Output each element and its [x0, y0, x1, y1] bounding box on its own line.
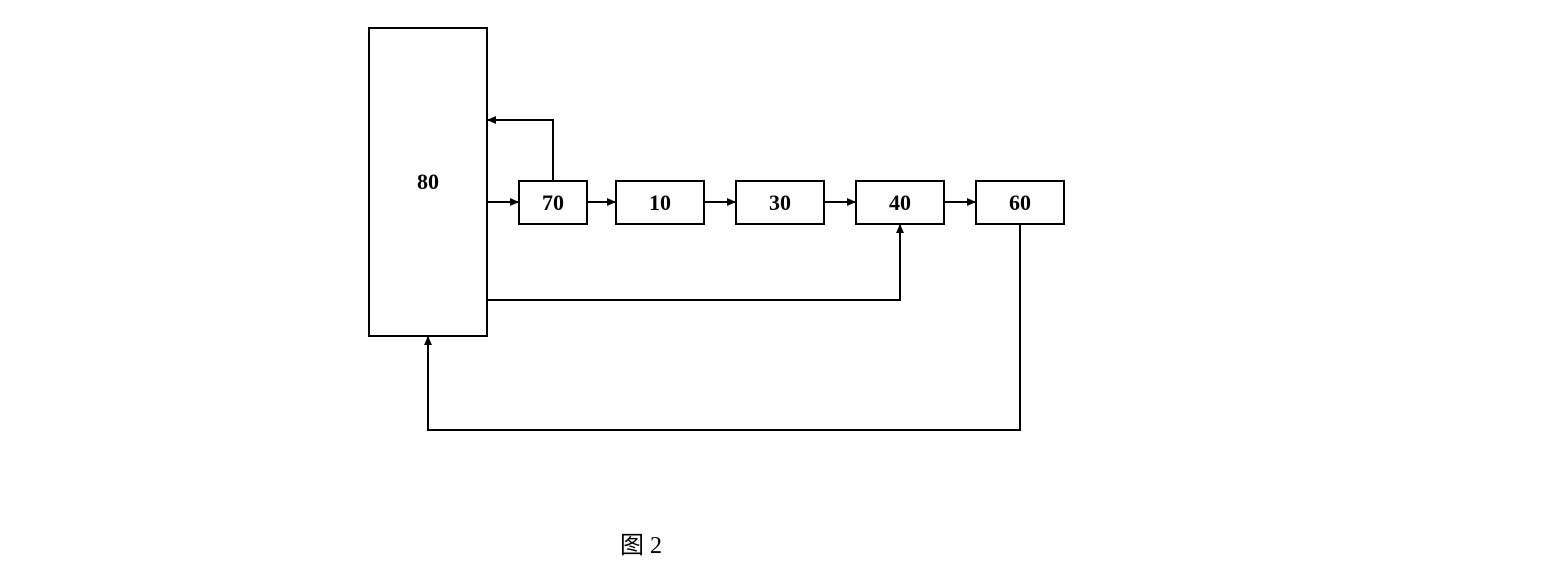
node-n60: 60 — [975, 180, 1065, 225]
figure-caption: 图 2 — [620, 525, 662, 560]
diagram-canvas: 80 70 10 30 40 60 图 2 — [0, 0, 1547, 579]
node-n80: 80 — [368, 27, 488, 337]
node-n30: 30 — [735, 180, 825, 225]
edge-e8 — [428, 225, 1020, 430]
node-n10: 10 — [615, 180, 705, 225]
edges-layer — [0, 0, 1547, 579]
edge-e6 — [488, 120, 553, 180]
node-n70: 70 — [518, 180, 588, 225]
node-n40: 40 — [855, 180, 945, 225]
edge-e7 — [488, 225, 900, 300]
